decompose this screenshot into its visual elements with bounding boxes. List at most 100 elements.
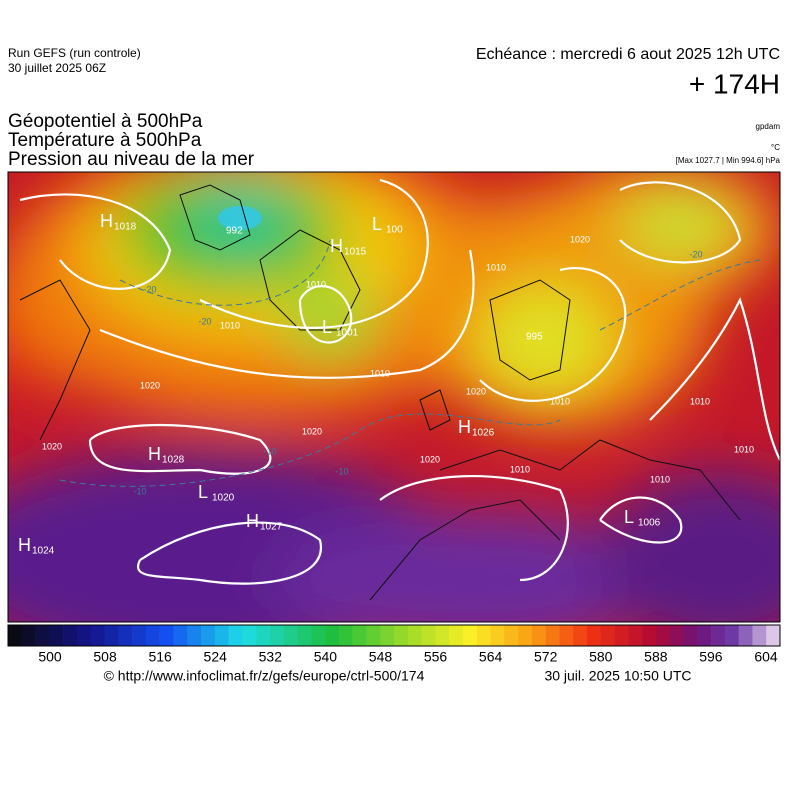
colorbar-label: 588 [644, 649, 668, 665]
source-url: © http://www.infoclimat.fr/z/gefs/europe… [104, 668, 425, 684]
colorbar-swatch [352, 625, 367, 646]
colorbar-swatch [476, 625, 491, 646]
colorbar-swatch [297, 625, 312, 646]
pressure-range: [Max 1027.7 | Min 994.6] hPa [676, 156, 781, 165]
isobar-label: 1020 [570, 234, 590, 244]
colorbar-swatch [145, 625, 160, 646]
system-pressure: 1028 [162, 455, 185, 466]
colorbar-swatch [738, 625, 753, 646]
system-pressure: 1018 [114, 222, 137, 233]
colorbar-swatch [449, 625, 464, 646]
colorbar-swatch [338, 625, 353, 646]
colorbar-swatch [366, 625, 381, 646]
colorbar-swatch [655, 625, 671, 646]
isobar-label: 1010 [734, 444, 754, 454]
colorbar-swatch [104, 625, 119, 646]
colorbar: 500 508 516 524 532 540 548 556 564 572 580 588 596 6… [7, 624, 781, 665]
colorbar-swatch [421, 625, 436, 646]
colorbar-swatch [697, 625, 712, 646]
colorbar-swatch [490, 625, 505, 646]
colorbar-swatch [269, 625, 285, 646]
colorbar-swatch [214, 625, 229, 646]
system-letter: H [246, 511, 259, 531]
colorbar-swatch [711, 625, 726, 646]
run-label: Run GEFS (run controle) [8, 46, 141, 60]
temperature-label: -10 [263, 446, 276, 456]
colorbar-swatch [614, 625, 629, 646]
field-title: Température à 500hPa [8, 130, 202, 151]
colorbar-label: 580 [589, 649, 613, 665]
colorbar-swatch [531, 625, 546, 646]
isobar-label: 1010 [486, 262, 506, 272]
colorbar-label: 548 [369, 649, 393, 665]
colorbar-label: 516 [148, 649, 172, 665]
colorbar-label: 524 [204, 649, 228, 665]
colorbar-swatch [600, 625, 615, 646]
system-pressure: 1001 [336, 328, 359, 339]
colorbar-swatch [187, 625, 202, 646]
timestamp: 30 juil. 2025 10:50 UTC [544, 668, 691, 684]
system-pressure: 1020 [212, 493, 235, 504]
colorbar-swatch [545, 625, 560, 646]
system-letter: L [322, 317, 332, 337]
system-pressure: 992 [226, 226, 243, 237]
colorbar-swatch [380, 625, 395, 646]
system-letter: H [100, 211, 113, 231]
temperature-label: -10 [133, 486, 146, 496]
system-pressure: 1015 [344, 247, 367, 258]
colorbar-swatch [228, 625, 243, 646]
colorbar-swatch [587, 625, 602, 646]
colorbar-swatch [63, 625, 78, 646]
isobar-label: 1020 [140, 380, 160, 390]
colorbar-swatch [435, 625, 450, 646]
isobar-label: 1020 [42, 441, 62, 451]
isobar-label: 1020 [420, 454, 440, 464]
temperature-label: -10 [335, 466, 348, 476]
map-frame [7, 171, 781, 623]
colorbar-swatch [559, 625, 574, 646]
system-letter: H [148, 444, 161, 464]
colorbar-swatch [173, 625, 188, 646]
temperature-label: -20 [198, 316, 211, 326]
isobar-label: 1010 [510, 464, 530, 474]
colorbar-swatch [90, 625, 105, 646]
colorbar-swatch [573, 625, 588, 646]
colorbar-swatch [8, 625, 23, 646]
temperature-label: -20 [143, 284, 156, 294]
echeance: Echéance : mercredi 6 aout 2025 12h UTC [476, 46, 780, 63]
colorbar-swatch [132, 625, 147, 646]
colorbar-label: 532 [259, 649, 283, 665]
unit-temp: °C [771, 143, 780, 152]
colorbar-swatch [394, 625, 409, 646]
system-pressure: 1027 [260, 522, 283, 533]
colorbar-swatch [35, 625, 50, 646]
colorbar-swatch [21, 625, 36, 646]
isobar-label: 1010 [220, 320, 240, 330]
colorbar-label: 556 [424, 649, 448, 665]
colorbar-swatch [766, 625, 781, 646]
isobar-label: 1020 [466, 386, 486, 396]
colorbar-swatch [76, 625, 92, 646]
colorbar-swatch [407, 625, 422, 646]
colorbar-label: 604 [754, 649, 778, 665]
isobar-label: 1010 [550, 396, 570, 406]
system-pressure: 1024 [32, 546, 55, 557]
system-letter: H [18, 535, 31, 555]
colorbar-swatch [49, 625, 64, 646]
colorbar-swatch [683, 625, 698, 646]
system-letter: L [624, 507, 634, 527]
field-title: Géopotentiel à 500hPa [8, 111, 203, 132]
colorbar-swatch [724, 625, 739, 646]
colorbar-swatch [159, 625, 174, 646]
system-letter: H [330, 236, 343, 256]
field-title: Pression au niveau de la mer [8, 149, 255, 170]
isobar-label: 1010 [690, 396, 710, 406]
colorbar-swatch [242, 625, 257, 646]
lead-time: + 174H [689, 68, 780, 99]
colorbar-swatch [201, 625, 216, 646]
map [8, 172, 780, 622]
colorbar-swatch [628, 625, 643, 646]
system-letter: L [198, 482, 208, 502]
system-letter: L [372, 214, 382, 234]
unit-gpdam: gpdam [756, 122, 781, 131]
